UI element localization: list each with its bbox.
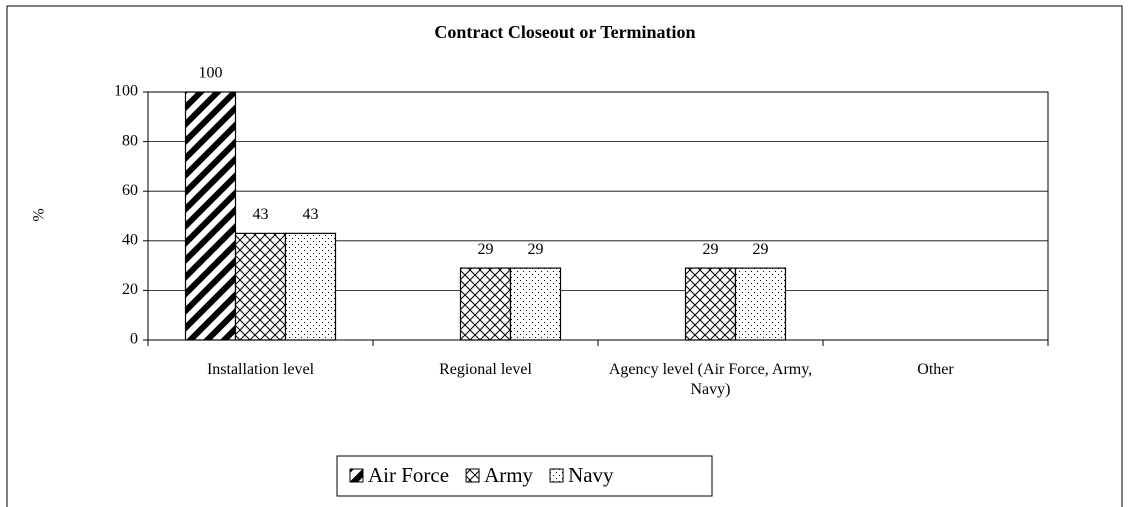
legend-label: Air Force <box>368 463 449 487</box>
legend-label: Navy <box>568 463 614 487</box>
y-tick-label: 100 <box>114 83 138 100</box>
x-tick-label: Regional level <box>439 361 532 378</box>
legend-swatch <box>349 468 364 483</box>
bar <box>459 267 512 341</box>
chart-title: Contract Closeout or Termination <box>434 22 695 42</box>
y-axis-label: % <box>31 208 48 221</box>
legend-label: Army <box>484 463 533 487</box>
legend-swatch <box>465 468 480 483</box>
bar <box>284 232 337 341</box>
data-label: 29 <box>753 241 769 258</box>
bar <box>684 267 737 341</box>
y-tick-label: 80 <box>122 132 138 149</box>
frame <box>6 5 1123 507</box>
x-tick-label-box: Agency level (Air Force, Army, Navy) <box>608 361 813 398</box>
y-tick-label: 40 <box>122 231 138 248</box>
legend-swatch <box>549 468 564 483</box>
x-tick-label-box: Regional level <box>439 361 532 378</box>
data-label: 100 <box>199 65 223 82</box>
y-tick-label: 0 <box>130 331 138 348</box>
x-tick-label: Other <box>917 361 954 378</box>
bar <box>234 232 287 341</box>
y-tick-label: 20 <box>122 281 138 298</box>
legend <box>336 455 713 497</box>
x-tick-label-box: Installation level <box>206 361 315 378</box>
data-label: 29 <box>478 241 494 258</box>
y-tick-label: 60 <box>122 182 138 199</box>
bar <box>734 267 787 341</box>
x-tick-label: Installation level <box>206 361 315 378</box>
bar <box>509 267 562 341</box>
data-label: 29 <box>528 241 544 258</box>
data-label: 43 <box>303 206 319 223</box>
data-label: 29 <box>703 241 719 258</box>
x-tick-label: Agency level (Air Force, Army, Navy) <box>608 361 813 398</box>
x-tick-label-box: Other <box>917 361 954 378</box>
data-label: 43 <box>253 206 269 223</box>
bar <box>184 91 237 341</box>
